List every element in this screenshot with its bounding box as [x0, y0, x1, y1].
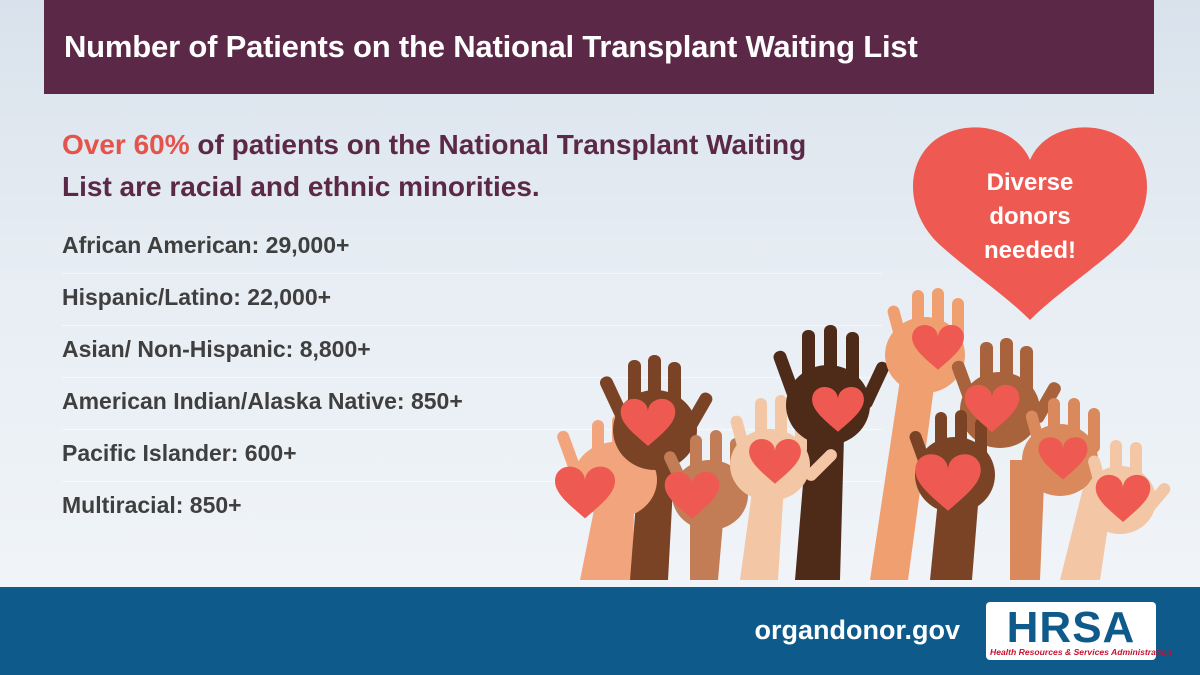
stat-hispanic-latino: Hispanic/Latino: 22,000+	[62, 274, 882, 326]
page-title: Number of Patients on the National Trans…	[64, 29, 918, 64]
headline-accent: Over 60%	[62, 129, 190, 160]
heart-line-3: needed!	[983, 237, 1076, 264]
stat-asian: Asian/ Non-Hispanic: 8,800+	[62, 326, 882, 378]
stat-multiracial: Multiracial: 850+	[62, 492, 242, 518]
heart-line-2: donors	[989, 203, 1071, 230]
headline: Over 60% of patients on the National Tra…	[62, 124, 822, 208]
headline-text: of patients on the National Transplant W…	[62, 129, 807, 202]
heart-badge-icon	[913, 127, 1147, 320]
stats-list: African American: 29,000+ Hispanic/Latin…	[62, 222, 882, 533]
raised-hands-illustration	[554, 288, 1171, 580]
stat-african-american: African American: 29,000+	[62, 222, 882, 274]
footer-bar: organdonor.gov HRSA Health Resources & S…	[0, 587, 1200, 675]
stat-pacific-islander: Pacific Islander: 600+	[62, 430, 882, 482]
heart-badge-text: Diverse donors needed!	[950, 166, 1110, 268]
hrsa-logo-subtext: Health Resources & Services Administrati…	[990, 647, 1172, 657]
website-link[interactable]: organdonor.gov	[754, 615, 961, 645]
hrsa-logo: HRSA Health Resources & Services Adminis…	[986, 602, 1172, 660]
title-banner: Number of Patients on the National Trans…	[44, 0, 1154, 94]
stat-american-indian: American Indian/Alaska Native: 850+	[62, 378, 882, 430]
heart-line-1: Diverse	[986, 169, 1074, 196]
hrsa-logo-text: HRSA	[1006, 603, 1136, 652]
